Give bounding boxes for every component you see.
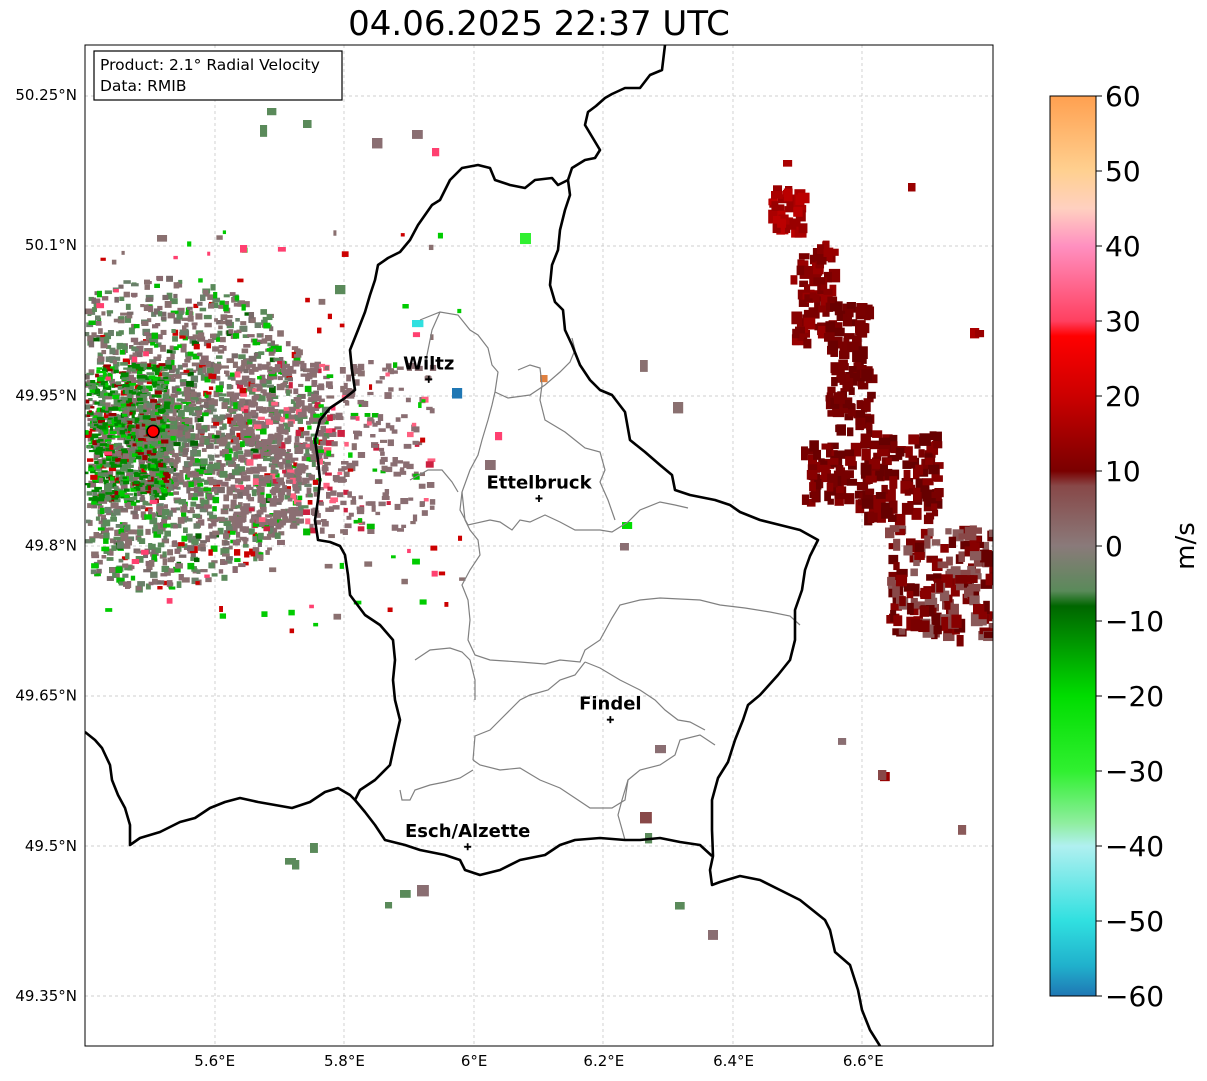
- colorbar-label: m/s: [1171, 522, 1201, 570]
- colorbar-tick-label: 50: [1105, 155, 1141, 188]
- lat-tick-label: 50.1°N: [25, 236, 77, 254]
- colorbar-ticks: 60 50 40 30 20 10 0 −10 −20 −30 −40 −50 −60: [1096, 80, 1164, 1013]
- lat-tick-label: 49.5°N: [25, 837, 77, 855]
- info-product: Product: 2.1° Radial Velocity: [100, 56, 320, 74]
- lat-tick-label: 49.65°N: [15, 687, 77, 705]
- city-label: Ettelbruck: [486, 472, 592, 493]
- cities: Wiltz Ettelbruck Findel Esch/Alzette: [403, 353, 642, 851]
- city-label: Esch/Alzette: [405, 821, 530, 842]
- radar-echoes: [85, 108, 993, 940]
- info-data: Data: RMIB: [100, 77, 187, 95]
- lat-tick-label: 49.8°N: [25, 537, 77, 555]
- lon-tick-label: 5.6°E: [194, 1052, 235, 1070]
- national-border: [85, 45, 882, 1046]
- clutter-core: [85, 230, 466, 634]
- colorbar-tick-label: −10: [1105, 605, 1164, 638]
- city-label: Wiltz: [403, 353, 454, 374]
- storm-cells: [768, 185, 993, 647]
- colorbar-tick-label: 10: [1105, 455, 1141, 488]
- city-marker: [464, 843, 472, 851]
- colorbar-tick-label: 0: [1105, 530, 1123, 563]
- colorbar: 60 50 40 30 20 10 0 −10 −20 −30 −40 −50 −60 m/s: [1049, 80, 1201, 1013]
- colorbar-tick-label: 40: [1105, 230, 1141, 263]
- colorbar-tick-label: 60: [1105, 80, 1141, 113]
- colorbar-tick-label: 20: [1105, 380, 1141, 413]
- colorbar-scale: [1049, 95, 1097, 997]
- lat-tick-label: 49.95°N: [15, 386, 77, 404]
- longitude-tick-labels: 5.6°E 5.8°E 6°E 6.2°E 6.4°E 6.6°E: [194, 1052, 883, 1070]
- lat-tick-label: 49.35°N: [15, 987, 77, 1005]
- colorbar-tick-label: −50: [1105, 905, 1164, 938]
- info-box: Product: 2.1° Radial Velocity Data: RMIB: [93, 50, 343, 101]
- lon-tick-label: 6°E: [461, 1052, 488, 1070]
- map-area[interactable]: [85, 45, 993, 1046]
- colorbar-tick-label: −20: [1105, 680, 1164, 713]
- colorbar-tick-label: 30: [1105, 305, 1141, 338]
- lon-tick-label: 6.6°E: [843, 1052, 884, 1070]
- latitude-tick-labels: 50.25°N 50.1°N 49.95°N 49.8°N 49.65°N 49.5°N 4…: [15, 86, 77, 1005]
- colorbar-tick-label: −60: [1105, 980, 1164, 1013]
- lon-tick-label: 6.2°E: [583, 1052, 624, 1070]
- city-marker: [535, 494, 543, 502]
- lat-tick-label: 50.25°N: [15, 86, 77, 104]
- map-frame: [84, 44, 994, 1047]
- lon-tick-label: 6.4°E: [713, 1052, 754, 1070]
- map-title: 04.06.2025 22:37 UTC: [348, 4, 730, 44]
- radar-site-marker[interactable]: [146, 424, 160, 439]
- city-marker: [425, 375, 433, 383]
- city-marker: [606, 716, 614, 724]
- canton-borders: [399, 311, 801, 841]
- colorbar-tick-label: −40: [1105, 830, 1164, 863]
- lon-tick-label: 5.8°E: [324, 1052, 365, 1070]
- city-label: Findel: [579, 694, 642, 715]
- colorbar-tick-label: −30: [1105, 755, 1164, 788]
